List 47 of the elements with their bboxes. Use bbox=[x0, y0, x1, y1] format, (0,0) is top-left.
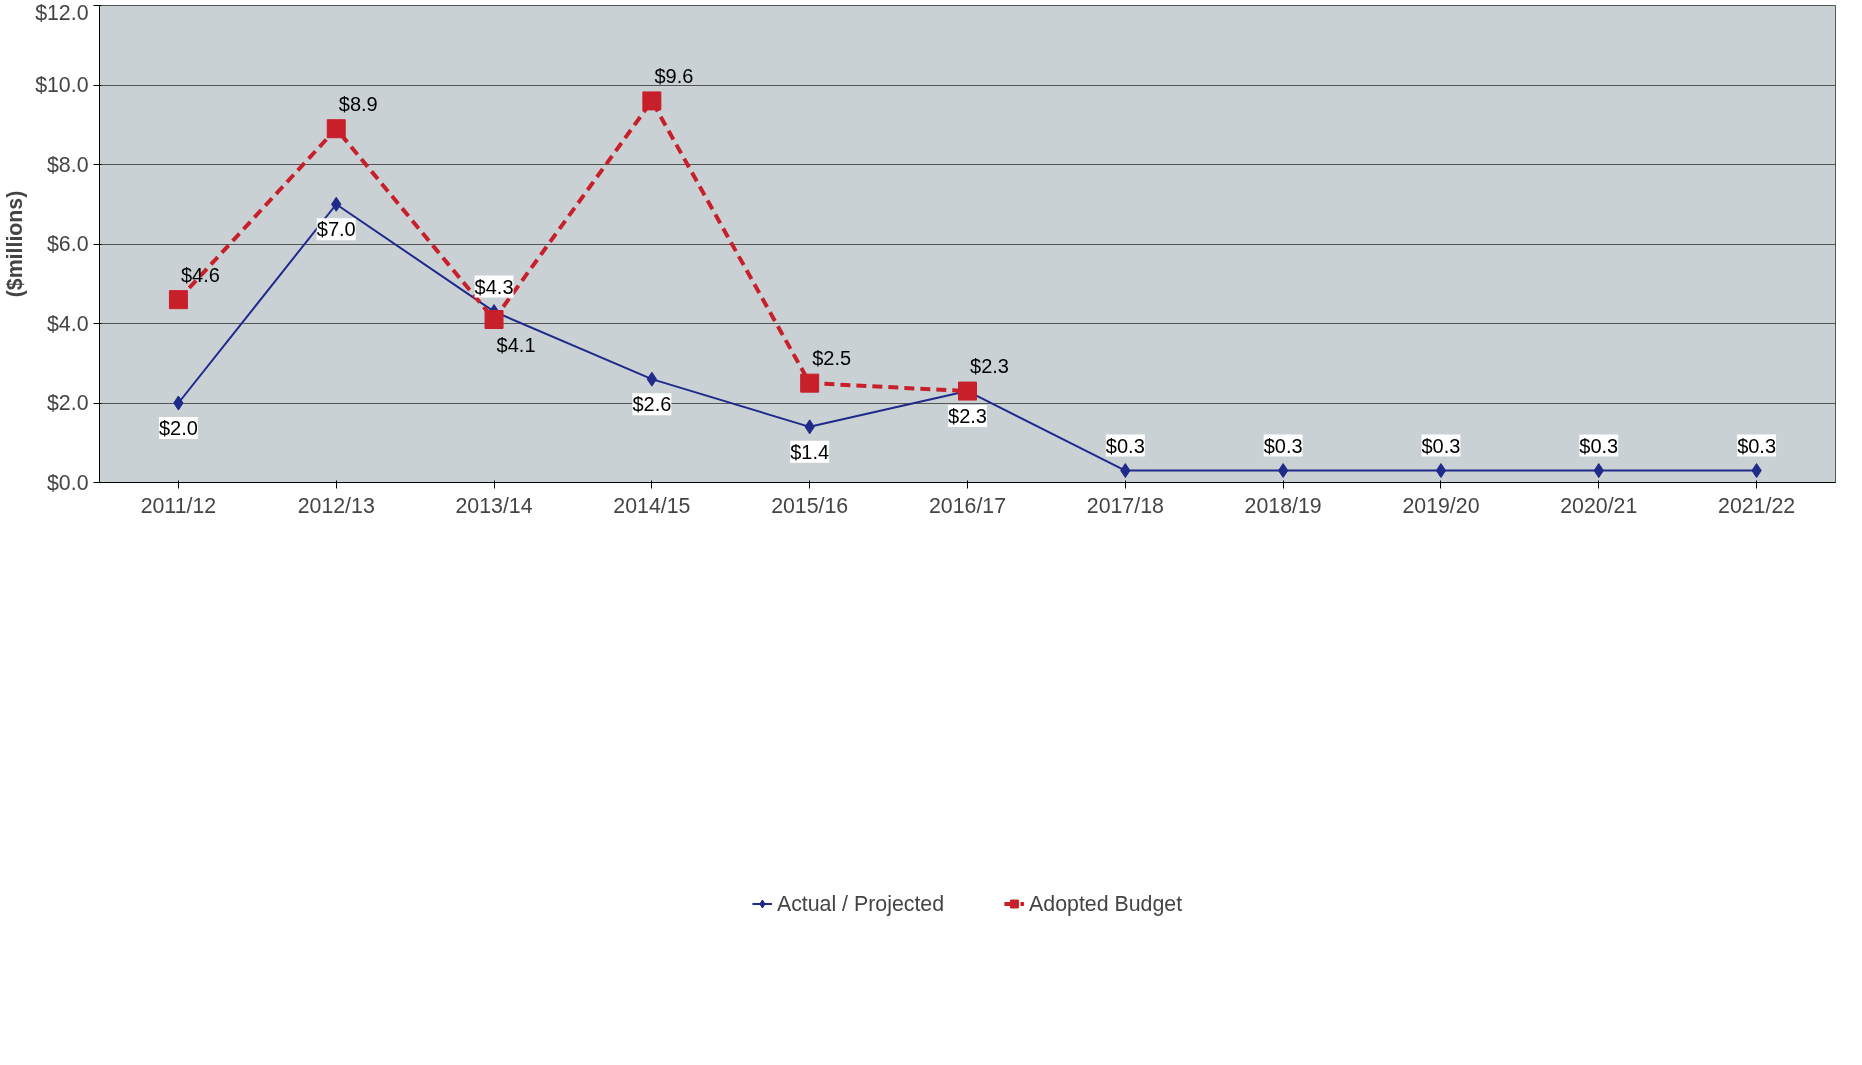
y-tick-label: $2.0 bbox=[46, 391, 89, 415]
x-tick-label: 2014/15 bbox=[613, 493, 691, 518]
y-axis-title: ($millions) bbox=[3, 190, 28, 298]
x-tick-label: 2013/14 bbox=[455, 493, 533, 518]
data-label: $0.3 bbox=[1105, 434, 1145, 457]
legend-label: Adopted Budget bbox=[1029, 891, 1183, 917]
x-tick-label: 2019/20 bbox=[1402, 493, 1480, 518]
x-tick-label: 2017/18 bbox=[1086, 493, 1164, 518]
x-tick-label: 2018/19 bbox=[1244, 493, 1322, 518]
data-label: $2.5 bbox=[812, 347, 852, 370]
data-label: $4.6 bbox=[180, 263, 220, 286]
x-tick-label: 2011/12 bbox=[140, 493, 217, 518]
y-tick-label: $0.0 bbox=[46, 470, 89, 495]
data-label: $4.3 bbox=[474, 275, 514, 298]
x-tick-label: 2015/16 bbox=[771, 493, 849, 518]
data-label: $0.3 bbox=[1263, 434, 1303, 457]
x-tick-label: 2020/21 bbox=[1560, 493, 1638, 518]
x-tick-label: 2016/17 bbox=[928, 493, 1007, 518]
data-label: $0.3 bbox=[1421, 434, 1461, 457]
data-label: $2.6 bbox=[632, 393, 672, 416]
data-label: $8.9 bbox=[338, 92, 378, 115]
point bbox=[642, 91, 662, 111]
point bbox=[168, 290, 188, 310]
data-label: $4.1 bbox=[496, 333, 536, 356]
y-tick-label: $12.0 bbox=[35, 0, 89, 25]
y-tick-label: $4.0 bbox=[46, 311, 89, 336]
point bbox=[1435, 463, 1447, 479]
legend-label: Actual / Projected bbox=[776, 891, 945, 917]
point bbox=[326, 119, 346, 139]
data-label: $0.3 bbox=[1737, 434, 1777, 457]
data-label: $2.0 bbox=[158, 417, 198, 439]
data-label: $9.6 bbox=[654, 64, 694, 87]
data-label: $1.4 bbox=[790, 440, 830, 463]
data-label: $2.3 bbox=[948, 405, 987, 428]
point bbox=[646, 371, 658, 387]
data-label: $7.0 bbox=[316, 218, 356, 241]
point bbox=[800, 373, 820, 393]
y-tick-label: $8.0 bbox=[46, 152, 89, 177]
y-tick-label: $6.0 bbox=[46, 232, 89, 256]
point bbox=[958, 381, 977, 401]
data-label: $0.3 bbox=[1579, 434, 1619, 457]
data-label: $2.3 bbox=[970, 355, 1009, 378]
x-tick-label: 2012/13 bbox=[297, 493, 375, 518]
y-tick-label: $10.0 bbox=[35, 73, 89, 97]
point bbox=[484, 310, 504, 330]
point bbox=[1277, 463, 1289, 479]
x-tick-label: 2021/22 bbox=[1718, 493, 1796, 518]
